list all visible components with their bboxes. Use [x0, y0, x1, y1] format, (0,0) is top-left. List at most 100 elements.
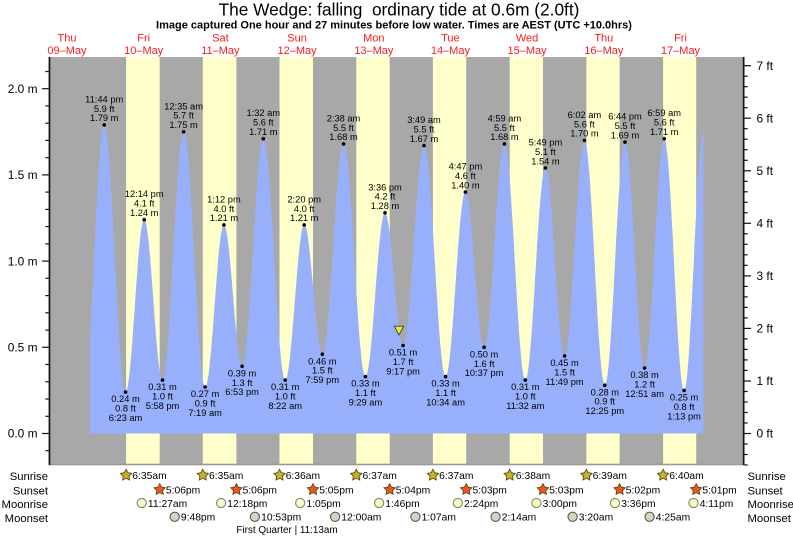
- svg-text:6:59 am: 6:59 am: [647, 108, 681, 118]
- svg-text:0.8 ft: 0.8 ft: [674, 402, 695, 412]
- svg-text:0.25 m: 0.25 m: [670, 393, 699, 403]
- svg-text:12:14 pm: 12:14 pm: [125, 189, 164, 199]
- svg-text:0.24 m: 0.24 m: [111, 394, 140, 404]
- svg-text:6:40am: 6:40am: [669, 471, 703, 482]
- svg-text:Moonset: Moonset: [748, 513, 792, 525]
- svg-text:Sunset: Sunset: [13, 486, 49, 498]
- svg-text:2 ft: 2 ft: [757, 322, 774, 336]
- svg-text:1.1 ft: 1.1 ft: [355, 388, 376, 398]
- svg-text:12:18pm: 12:18pm: [227, 499, 267, 510]
- svg-text:17–May: 17–May: [661, 45, 701, 57]
- svg-text:2.0 m: 2.0 m: [8, 82, 38, 96]
- svg-text:6:02 am: 6:02 am: [568, 110, 602, 120]
- svg-text:6:35am: 6:35am: [132, 471, 166, 482]
- svg-text:9:48pm: 9:48pm: [181, 513, 215, 524]
- svg-text:0.33 m: 0.33 m: [351, 379, 380, 389]
- svg-text:10:34 am: 10:34 am: [426, 398, 465, 408]
- svg-text:0.50 m: 0.50 m: [470, 349, 499, 359]
- svg-text:0.31 m: 0.31 m: [511, 382, 540, 392]
- svg-text:6:38am: 6:38am: [516, 471, 550, 482]
- svg-text:5:05pm: 5:05pm: [319, 485, 353, 496]
- svg-text:5:06pm: 5:06pm: [166, 485, 200, 496]
- svg-text:1.68 m: 1.68 m: [490, 132, 519, 142]
- svg-text:Moonrise: Moonrise: [748, 499, 793, 511]
- svg-text:3:00pm: 3:00pm: [543, 499, 577, 510]
- svg-text:9:17 pm: 9:17 pm: [386, 367, 420, 377]
- svg-text:0 ft: 0 ft: [757, 427, 774, 441]
- svg-text:7:19 am: 7:19 am: [188, 408, 222, 418]
- svg-text:1.5 ft: 1.5 ft: [554, 367, 575, 377]
- svg-text:Sunset: Sunset: [748, 486, 784, 498]
- svg-text:5 ft: 5 ft: [757, 164, 774, 178]
- svg-text:12:35 am: 12:35 am: [164, 101, 203, 111]
- svg-text:1.1 ft: 1.1 ft: [435, 388, 456, 398]
- svg-text:Sun: Sun: [287, 32, 307, 44]
- svg-text:6:39am: 6:39am: [593, 471, 627, 482]
- svg-text:5:01pm: 5:01pm: [702, 485, 736, 496]
- svg-text:3:36pm: 3:36pm: [621, 499, 655, 510]
- svg-text:13–May: 13–May: [354, 45, 394, 57]
- svg-text:The Wedge: falling ordinary t: The Wedge: falling ordinary tide at 0.6m…: [219, 0, 580, 19]
- svg-text:4:11pm: 4:11pm: [700, 499, 734, 510]
- svg-text:4.0 ft: 4.0 ft: [294, 204, 315, 214]
- svg-text:4.0 ft: 4.0 ft: [214, 204, 235, 214]
- svg-text:5:58 pm: 5:58 pm: [146, 401, 180, 411]
- svg-text:1:46pm: 1:46pm: [385, 499, 419, 510]
- svg-text:12:25 pm: 12:25 pm: [585, 406, 624, 416]
- svg-text:1.40 m: 1.40 m: [451, 180, 480, 190]
- svg-text:11:32 am: 11:32 am: [506, 401, 544, 411]
- svg-text:1.0 ft: 1.0 ft: [152, 392, 173, 402]
- svg-text:2:24pm: 2:24pm: [464, 499, 498, 510]
- svg-text:5:02pm: 5:02pm: [626, 485, 660, 496]
- svg-text:Wed: Wed: [516, 32, 538, 44]
- svg-text:3:36 pm: 3:36 pm: [368, 182, 402, 192]
- svg-text:1.21 m: 1.21 m: [210, 213, 239, 223]
- svg-text:6:35am: 6:35am: [209, 471, 243, 482]
- svg-text:Sunrise: Sunrise: [10, 471, 48, 483]
- svg-text:09–May: 09–May: [47, 45, 87, 57]
- svg-text:11:49 pm: 11:49 pm: [546, 377, 584, 387]
- svg-text:6 ft: 6 ft: [757, 111, 774, 125]
- svg-text:5.5 ft: 5.5 ft: [333, 123, 354, 133]
- svg-text:1.71 m: 1.71 m: [650, 127, 679, 137]
- svg-text:5.7 ft: 5.7 ft: [173, 111, 194, 121]
- svg-text:0.27 m: 0.27 m: [191, 389, 220, 399]
- svg-text:5:04pm: 5:04pm: [396, 485, 430, 496]
- svg-text:4:47 pm: 4:47 pm: [449, 162, 483, 172]
- svg-text:11:27am: 11:27am: [148, 499, 187, 510]
- svg-text:10:53pm: 10:53pm: [261, 513, 301, 524]
- svg-text:6:37am: 6:37am: [439, 471, 473, 482]
- svg-text:1.75 m: 1.75 m: [169, 120, 198, 130]
- svg-text:0.0 m: 0.0 m: [8, 427, 38, 441]
- svg-text:5:03pm: 5:03pm: [549, 485, 583, 496]
- svg-text:2:20 pm: 2:20 pm: [287, 194, 321, 204]
- svg-text:Thu: Thu: [58, 32, 77, 44]
- svg-text:5:06pm: 5:06pm: [243, 485, 277, 496]
- svg-text:Sat: Sat: [212, 32, 229, 44]
- svg-text:4.1 ft: 4.1 ft: [134, 199, 155, 209]
- svg-text:1.0 ft: 1.0 ft: [275, 392, 296, 402]
- svg-text:0.39 m: 0.39 m: [228, 368, 257, 378]
- svg-text:1.54 m: 1.54 m: [531, 156, 560, 166]
- svg-text:9:29 am: 9:29 am: [349, 398, 383, 408]
- svg-text:3:20am: 3:20am: [579, 513, 613, 524]
- svg-text:12–May: 12–May: [278, 45, 318, 57]
- svg-text:5.5 ft: 5.5 ft: [414, 125, 435, 135]
- svg-text:1:05pm: 1:05pm: [306, 499, 340, 510]
- svg-text:4.6 ft: 4.6 ft: [455, 171, 476, 181]
- svg-text:1.71 m: 1.71 m: [249, 127, 278, 137]
- svg-text:1.2 ft: 1.2 ft: [634, 380, 655, 390]
- svg-text:1.69 m: 1.69 m: [611, 130, 640, 140]
- svg-text:2:38 am: 2:38 am: [327, 113, 361, 123]
- svg-text:15–May: 15–May: [508, 45, 548, 57]
- svg-text:0.45 m: 0.45 m: [550, 358, 579, 368]
- svg-text:5:03pm: 5:03pm: [473, 485, 507, 496]
- svg-text:4.2 ft: 4.2 ft: [375, 192, 396, 202]
- svg-text:6:53 pm: 6:53 pm: [225, 387, 259, 397]
- svg-text:Sunrise: Sunrise: [748, 471, 786, 483]
- svg-text:0.9 ft: 0.9 ft: [594, 397, 615, 407]
- svg-text:Image captured One hour and 27: Image captured One hour and 27 minutes b…: [156, 19, 632, 31]
- svg-text:Tue: Tue: [441, 32, 460, 44]
- svg-text:8:22 am: 8:22 am: [268, 401, 302, 411]
- svg-text:5.5 ft: 5.5 ft: [494, 123, 515, 133]
